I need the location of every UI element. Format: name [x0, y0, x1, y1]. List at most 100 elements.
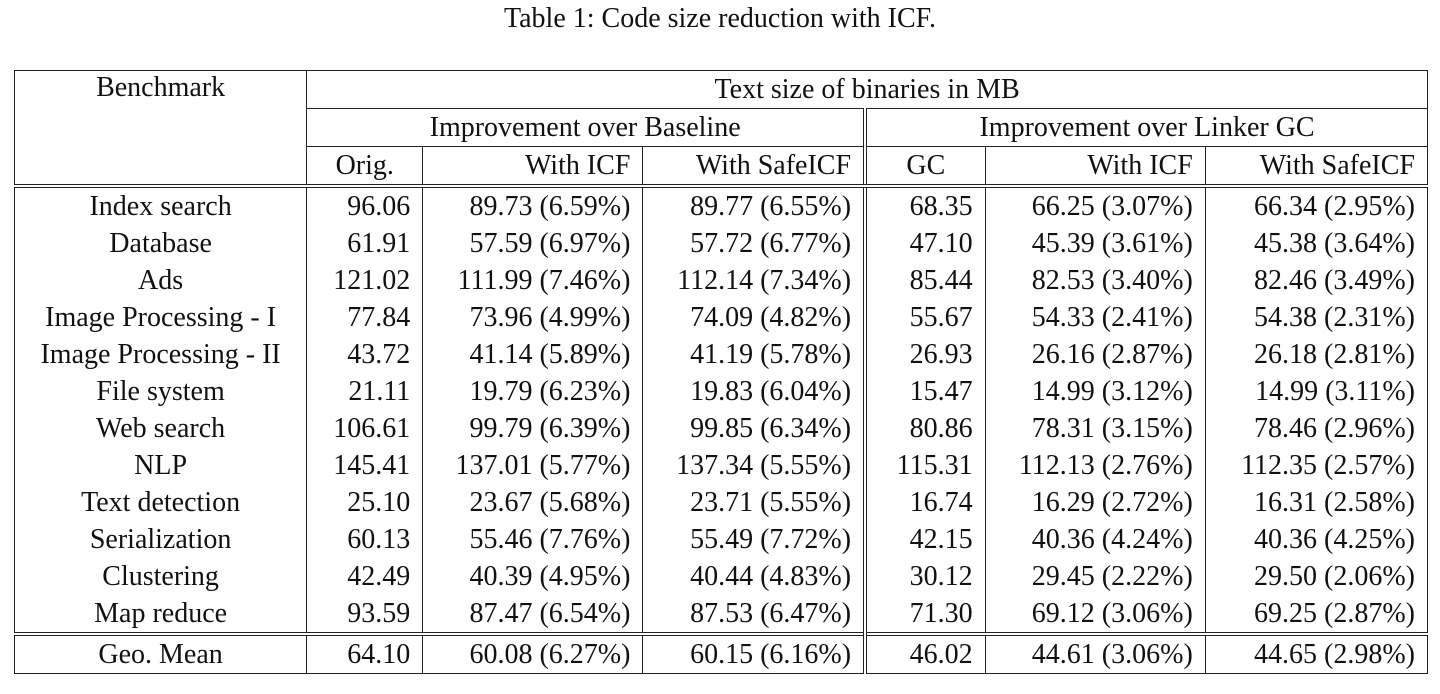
- cell-orig: 96.06: [306, 186, 423, 225]
- cell-with-safeicf: 23.71 (5.55%): [642, 484, 866, 521]
- col-header-gc-with-icf: With ICF: [984, 146, 1206, 188]
- cell-gc-with-safeicf: 40.36 (4.25%): [1204, 521, 1429, 558]
- cell-with-safeicf: 40.44 (4.83%): [642, 558, 866, 595]
- cell-gc-with-icf: 29.45 (2.22%): [984, 558, 1206, 595]
- cell-with-safeicf: 74.09 (4.82%): [642, 299, 866, 336]
- cell-gc: 16.74: [863, 484, 986, 521]
- cell-orig: 77.84: [306, 299, 423, 336]
- cell-gc-with-safeicf: 82.46 (3.49%): [1204, 262, 1429, 299]
- cell-gc: 46.02: [863, 632, 986, 674]
- benchmark-name: File system: [13, 373, 307, 410]
- cell-gc: 55.67: [863, 299, 986, 336]
- cell-gc-with-safeicf: 66.34 (2.95%): [1204, 186, 1429, 225]
- col-header-gc-with-safeicf: With SafeICF: [1204, 146, 1429, 188]
- cell-with-icf: 89.73 (6.59%): [422, 186, 643, 225]
- cell-gc-with-safeicf: 112.35 (2.57%): [1204, 447, 1429, 484]
- table-row: File system 21.11 19.79 (6.23%) 19.83 (6.04…: [13, 373, 1429, 410]
- cell-orig: 43.72: [306, 336, 423, 373]
- cell-orig: 42.49: [306, 558, 423, 595]
- cell-gc-with-icf: 112.13 (2.76%): [984, 447, 1206, 484]
- cell-gc-with-safeicf: 16.31 (2.58%): [1204, 484, 1429, 521]
- cell-with-icf: 137.01 (5.77%): [422, 447, 643, 484]
- cell-orig: 25.10: [306, 484, 423, 521]
- group-header: Text size of binaries in MB: [306, 70, 1428, 109]
- table-row: Clustering 42.49 40.39 (4.95%) 40.44 (4.83%…: [13, 558, 1429, 595]
- benchmark-name: Text detection: [13, 484, 307, 521]
- cell-gc-with-safeicf: 45.38 (3.64%): [1204, 225, 1429, 262]
- cell-orig: 60.13: [306, 521, 423, 558]
- table-row: Database 61.91 57.59 (6.97%) 57.72 (6.77%) 4…: [13, 225, 1429, 262]
- benchmark-name: Map reduce: [13, 595, 307, 634]
- benchmark-name: Clustering: [13, 558, 307, 595]
- cell-gc-with-icf: 40.36 (4.24%): [984, 521, 1206, 558]
- cell-gc-with-icf: 44.61 (3.06%): [984, 632, 1206, 674]
- table-caption: Table 1: Code size reduction with ICF.: [503, 3, 937, 34]
- cell-orig: 106.61: [306, 410, 423, 447]
- cell-with-icf: 19.79 (6.23%): [422, 373, 643, 410]
- header-row-2: Improvement over Baseline Improvement ov…: [15, 108, 1429, 147]
- col-header-gc: GC: [863, 146, 986, 188]
- cell-gc-with-icf: 54.33 (2.41%): [984, 299, 1206, 336]
- geo-mean-row: Geo. Mean 64.10 60.08 (6.27%) 60.15 (6.16%)…: [13, 632, 1429, 674]
- table-row: Index search 96.06 89.73 (6.59%) 89.77 (6.5…: [13, 186, 1429, 225]
- baseline-subheader: Improvement over Baseline: [306, 108, 866, 147]
- header-row-1: Benchmark Text size of binaries in MB: [13, 70, 1428, 188]
- cell-gc: 80.86: [863, 410, 986, 447]
- benchmark-name: Serialization: [13, 521, 307, 558]
- cell-gc: 30.12: [863, 558, 986, 595]
- cell-gc-with-safeicf: 44.65 (2.98%): [1204, 632, 1429, 674]
- linker-gc-subheader: Improvement over Linker GC: [863, 108, 1429, 147]
- cell-gc: 15.47: [863, 373, 986, 410]
- cell-with-icf: 40.39 (4.95%): [422, 558, 643, 595]
- cell-with-icf: 60.08 (6.27%): [422, 632, 643, 674]
- table-row: Web search 106.61 99.79 (6.39%) 99.85 (6.34…: [13, 410, 1429, 447]
- cell-with-safeicf: 99.85 (6.34%): [642, 410, 866, 447]
- cell-with-icf: 99.79 (6.39%): [422, 410, 643, 447]
- cell-orig: 93.59: [306, 595, 423, 634]
- cell-with-safeicf: 55.49 (7.72%): [642, 521, 866, 558]
- table-row: NLP 145.41 137.01 (5.77%) 137.34 (5.55%) 115…: [13, 447, 1429, 484]
- cell-gc-with-safeicf: 54.38 (2.31%): [1204, 299, 1429, 336]
- cell-with-safeicf: 41.19 (5.78%): [642, 336, 866, 373]
- cell-gc-with-safeicf: 14.99 (3.11%): [1204, 373, 1429, 410]
- cell-gc-with-icf: 26.16 (2.87%): [984, 336, 1206, 373]
- benchmark-name: Image Processing - I: [13, 299, 307, 336]
- cell-gc: 115.31: [863, 447, 986, 484]
- benchmark-name: Database: [13, 225, 307, 262]
- benchmark-name: Ads: [13, 262, 307, 299]
- table-row: Serialization 60.13 55.46 (7.76%) 55.49 (7.…: [13, 521, 1429, 558]
- cell-gc-with-safeicf: 69.25 (2.87%): [1204, 595, 1429, 634]
- cell-orig: 64.10: [306, 632, 423, 674]
- code-size-table: Benchmark Text size of binaries in MB Im…: [13, 70, 1429, 674]
- cell-gc-with-icf: 82.53 (3.40%): [984, 262, 1206, 299]
- table-row: Image Processing - I 77.84 73.96 (4.99%) 74…: [13, 299, 1429, 336]
- cell-gc-with-icf: 78.31 (3.15%): [984, 410, 1206, 447]
- table-row: Image Processing - II 43.72 41.14 (5.89%) 4…: [13, 336, 1429, 373]
- benchmark-name: Web search: [13, 410, 307, 447]
- cell-with-safeicf: 137.34 (5.55%): [642, 447, 866, 484]
- cell-with-safeicf: 112.14 (7.34%): [642, 262, 866, 299]
- cell-gc-with-icf: 66.25 (3.07%): [984, 186, 1206, 225]
- benchmark-name: Geo. Mean: [13, 632, 307, 674]
- cell-with-icf: 73.96 (4.99%): [422, 299, 643, 336]
- cell-gc: 26.93: [863, 336, 986, 373]
- cell-gc-with-icf: 69.12 (3.06%): [984, 595, 1206, 634]
- cell-orig: 145.41: [306, 447, 423, 484]
- cell-with-safeicf: 60.15 (6.16%): [642, 632, 866, 674]
- benchmark-name: Index search: [13, 186, 307, 225]
- header-row-3: Orig. With ICF With SafeICF GC With ICF …: [15, 146, 1429, 188]
- cell-with-icf: 55.46 (7.76%): [422, 521, 643, 558]
- cell-gc: 71.30: [863, 595, 986, 634]
- cell-gc-with-safeicf: 78.46 (2.96%): [1204, 410, 1429, 447]
- benchmark-header: Benchmark: [13, 70, 307, 188]
- cell-with-icf: 23.67 (5.68%): [422, 484, 643, 521]
- benchmark-name: Image Processing - II: [13, 336, 307, 373]
- table-row: Text detection 25.10 23.67 (5.68%) 23.71 (5…: [13, 484, 1429, 521]
- table-row: Map reduce 93.59 87.47 (6.54%) 87.53 (6.47%…: [13, 595, 1429, 634]
- table-row: Ads 121.02 111.99 (7.46%) 112.14 (7.34%) 85.…: [13, 262, 1429, 299]
- cell-with-icf: 87.47 (6.54%): [422, 595, 643, 634]
- cell-with-safeicf: 89.77 (6.55%): [642, 186, 866, 225]
- cell-gc: 42.15: [863, 521, 986, 558]
- cell-with-icf: 57.59 (6.97%): [422, 225, 643, 262]
